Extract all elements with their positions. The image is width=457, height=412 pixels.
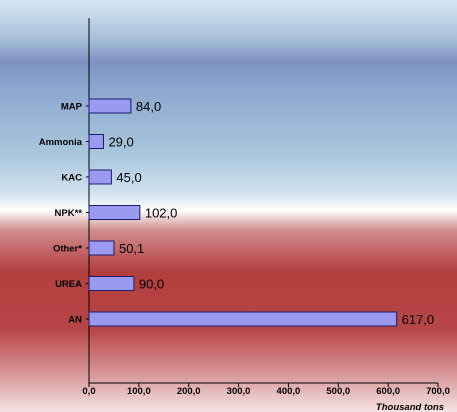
category-label: NPK**	[55, 208, 83, 219]
x-tick-label: 200,0	[177, 386, 201, 397]
x-tick-label: 300,0	[227, 386, 251, 397]
value-label: 102,0	[145, 206, 178, 221]
x-tick-label: 700,0	[426, 386, 450, 397]
category-label: KAC	[61, 173, 82, 184]
category-label: UREA	[55, 279, 82, 290]
value-label: 29,0	[108, 135, 133, 150]
x-axis-title: Thousand tons	[376, 402, 444, 412]
value-label: 45,0	[116, 170, 141, 185]
category-label: Other*	[53, 244, 82, 255]
tick-labels: 0,0 100,0 200,0 300,0 400,0 500,0 600,0 700,0	[82, 386, 450, 397]
category-label: AN	[68, 315, 82, 326]
bars	[88, 98, 398, 327]
value-label: 90,0	[139, 277, 164, 292]
x-tick-label: 400,0	[277, 386, 301, 397]
bar	[88, 240, 115, 256]
bar	[88, 169, 112, 185]
bar	[88, 276, 135, 291]
category-labels: MAP Ammonia KAC NPK** Other* UREA AN	[39, 102, 83, 326]
x-tick-label: 0,0	[82, 386, 95, 397]
value-label: 84,0	[136, 99, 161, 114]
bar	[88, 205, 141, 220]
category-label: MAP	[61, 102, 83, 113]
bar	[88, 134, 104, 149]
x-tick-label: 600,0	[376, 386, 400, 397]
category-label: Ammonia	[39, 137, 83, 148]
bar	[88, 311, 398, 327]
value-labels: 84,0 29,0 45,0 102,0 50,1 90,0 617,0	[108, 99, 434, 327]
bar	[88, 98, 132, 114]
value-label: 50,1	[119, 241, 144, 256]
x-tick-label: 500,0	[326, 386, 350, 397]
x-tick-label: 100,0	[127, 386, 151, 397]
value-label: 617,0	[402, 312, 435, 327]
